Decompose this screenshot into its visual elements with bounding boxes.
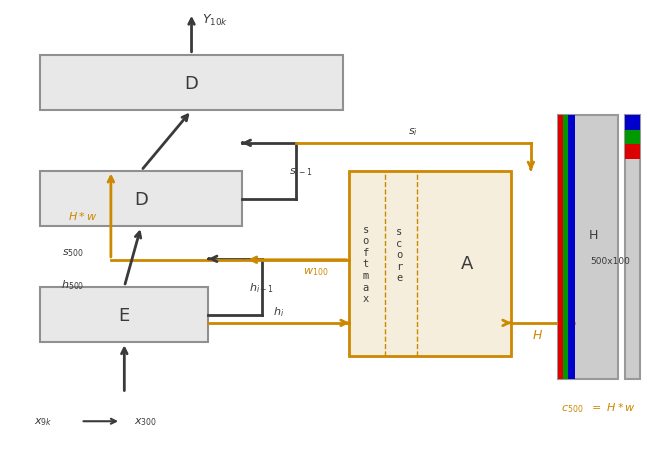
Text: $s_{500}$: $s_{500}$ <box>62 246 84 258</box>
Bar <box>625 130 640 145</box>
Text: $s_i$: $s_i$ <box>409 126 418 138</box>
Text: $x_{300}$: $x_{300}$ <box>134 415 157 427</box>
Text: $x_{9k}$: $x_{9k}$ <box>34 415 52 427</box>
Text: H: H <box>589 228 599 241</box>
Text: $w_{100}$: $w_{100}$ <box>303 266 329 278</box>
Text: $h_{500}$: $h_{500}$ <box>60 278 84 292</box>
Text: s
o
f
t
m
a
x: s o f t m a x <box>362 224 369 304</box>
Bar <box>40 171 242 227</box>
Bar <box>40 56 343 111</box>
Bar <box>562 116 568 380</box>
Bar <box>625 145 640 159</box>
Text: s
c
o
r
e: s c o r e <box>396 226 403 283</box>
Text: $Y_{10k}$: $Y_{10k}$ <box>202 13 228 28</box>
Bar <box>625 116 640 130</box>
Text: $h_i$: $h_i$ <box>274 305 284 319</box>
Text: D: D <box>134 190 148 208</box>
Text: $H$: $H$ <box>532 328 543 341</box>
Bar <box>625 116 640 380</box>
Text: E: E <box>119 306 130 324</box>
Bar <box>558 116 562 380</box>
Text: $h_{i-1}$: $h_{i-1}$ <box>249 280 274 294</box>
Text: $s_{i-1}$: $s_{i-1}$ <box>289 165 312 177</box>
Text: A: A <box>461 255 473 273</box>
Bar <box>558 116 618 380</box>
Text: $c_{500}$  $=$ $H*w$: $c_{500}$ $=$ $H*w$ <box>561 400 636 414</box>
Text: D: D <box>185 75 198 92</box>
Bar <box>568 116 575 380</box>
Text: 500x100: 500x100 <box>591 257 630 265</box>
Bar <box>40 287 208 343</box>
Text: $H*w$: $H*w$ <box>68 210 97 222</box>
Bar <box>349 171 511 357</box>
